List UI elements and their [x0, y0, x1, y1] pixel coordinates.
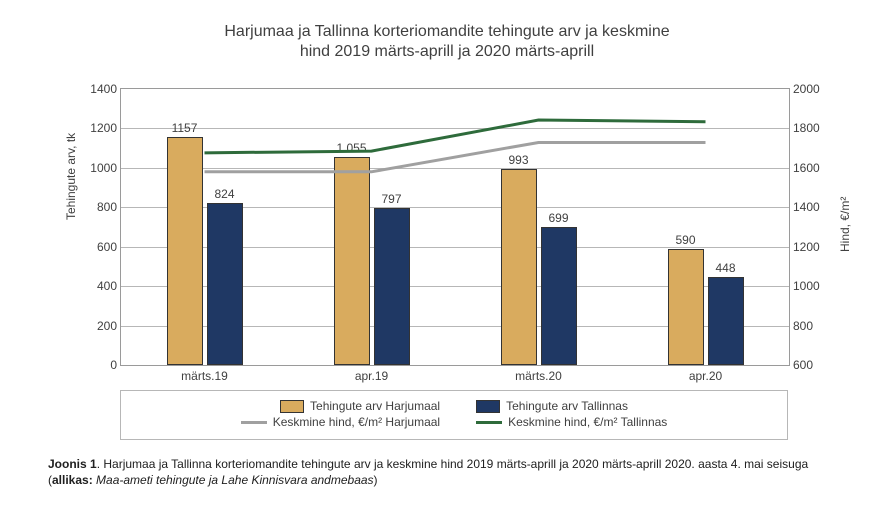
caption-source-label: allikas: — [52, 473, 96, 487]
bar — [541, 227, 577, 365]
figure-caption: Joonis 1. Harjumaa ja Tallinna korteriom… — [48, 456, 848, 488]
plot-area: 0600200800400100060012008001400100016001… — [120, 88, 790, 366]
bar — [708, 277, 744, 365]
bar — [334, 157, 370, 365]
y-right-tick: 2000 — [793, 82, 833, 96]
y-right-tick: 1600 — [793, 161, 833, 175]
bar — [501, 169, 537, 365]
bar-value-label: 993 — [508, 153, 528, 167]
y-right-tick: 1800 — [793, 121, 833, 135]
title-line1: Harjumaa ja Tallinna korteriomandite teh… — [224, 23, 669, 40]
chart-container: Harjumaa ja Tallinna korteriomandite teh… — [0, 0, 894, 516]
y-left-tick: 1200 — [77, 121, 117, 135]
bar-value-label: 1 055 — [336, 141, 366, 155]
y-left-tick: 600 — [77, 240, 117, 254]
legend-swatch-box — [280, 400, 304, 413]
y-left-axis-title: Tehingute arv, tk — [64, 133, 78, 220]
x-category-label: apr.19 — [355, 369, 388, 383]
legend-swatch-line — [241, 421, 267, 424]
legend-swatch-line — [476, 421, 502, 424]
legend-label: Keskmine hind, €/m² Harjumaal — [273, 415, 440, 429]
legend-row: Tehingute arv Harjumaal Tehingute arv Tal… — [131, 399, 777, 413]
legend-item: Tehingute arv Harjumaal — [280, 399, 440, 413]
bar — [207, 203, 243, 365]
x-category-label: märts.19 — [181, 369, 228, 383]
chart-title: Harjumaa ja Tallinna korteriomandite teh… — [0, 0, 894, 62]
bar-value-label: 1157 — [172, 121, 198, 135]
y-left-tick: 1400 — [77, 82, 117, 96]
y-left-tick: 0 — [77, 358, 117, 372]
y-right-tick: 800 — [793, 319, 833, 333]
y-right-tick: 1400 — [793, 200, 833, 214]
bar-value-label: 590 — [675, 233, 695, 247]
title-line2: hind 2019 märts-aprill ja 2020 märts-apr… — [300, 43, 594, 60]
bar-value-label: 824 — [214, 187, 234, 201]
bar-value-label: 797 — [381, 192, 401, 206]
bar — [374, 208, 410, 365]
bar — [167, 137, 203, 365]
legend-swatch-box — [476, 400, 500, 413]
legend-row: Keskmine hind, €/m² Harjumaal Keskmine hi… — [131, 415, 777, 429]
legend-item: Keskmine hind, €/m² Tallinnas — [476, 415, 667, 429]
y-right-tick: 600 — [793, 358, 833, 372]
caption-text2: ) — [374, 473, 378, 487]
legend: Tehingute arv Harjumaal Tehingute arv Tal… — [120, 390, 788, 440]
y-right-tick: 1000 — [793, 279, 833, 293]
x-category-label: märts.20 — [515, 369, 562, 383]
bar-value-label: 699 — [548, 211, 568, 225]
y-left-tick: 400 — [77, 279, 117, 293]
caption-bold: Joonis 1 — [48, 457, 97, 471]
legend-item: Tehingute arv Tallinnas — [476, 399, 628, 413]
y-left-tick: 1000 — [77, 161, 117, 175]
caption-italic: Maa-ameti tehingute ja Lahe Kinnisvara a… — [96, 473, 374, 487]
x-category-label: apr.20 — [689, 369, 722, 383]
legend-item: Keskmine hind, €/m² Harjumaal — [241, 415, 440, 429]
y-right-tick: 1200 — [793, 240, 833, 254]
bar-value-label: 448 — [715, 261, 735, 275]
bar — [668, 249, 704, 365]
y-right-axis-title: Hind, €/m² — [838, 197, 852, 252]
y-left-tick: 200 — [77, 319, 117, 333]
gridline — [121, 128, 789, 129]
legend-label: Tehingute arv Harjumaal — [310, 399, 440, 413]
gridline — [121, 168, 789, 169]
legend-label: Tehingute arv Tallinnas — [506, 399, 628, 413]
legend-label: Keskmine hind, €/m² Tallinnas — [508, 415, 667, 429]
trend-line — [205, 120, 706, 153]
y-left-tick: 800 — [77, 200, 117, 214]
